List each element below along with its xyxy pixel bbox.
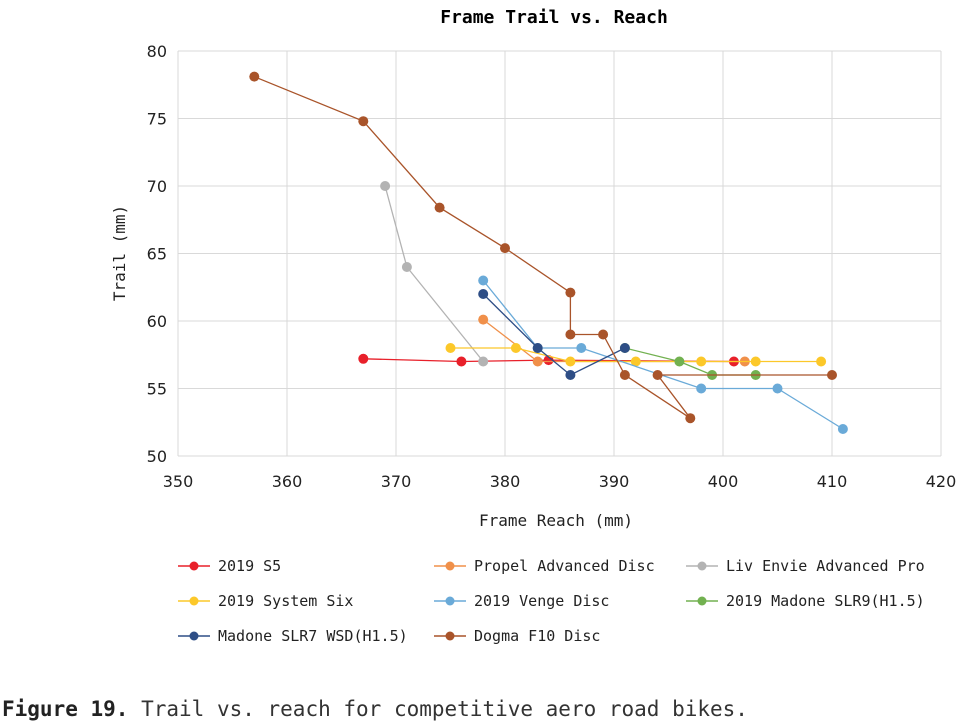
data-point <box>532 356 543 367</box>
data-point <box>565 356 576 367</box>
data-point <box>456 356 467 367</box>
legend-label: 2019 Madone SLR9(H1.5) <box>726 592 925 610</box>
legend-label: 2019 Venge Disc <box>474 592 609 610</box>
data-point <box>532 343 543 353</box>
data-point <box>827 370 837 380</box>
data-point <box>358 353 369 364</box>
legend-marker <box>697 561 707 571</box>
data-point <box>543 355 554 366</box>
data-point <box>478 275 489 286</box>
data-point <box>478 314 489 325</box>
series-line <box>363 358 734 363</box>
data-point <box>565 370 576 380</box>
data-point <box>685 413 696 424</box>
legend-marker <box>189 631 199 641</box>
y-axis-label: Trail (mm) <box>110 205 129 301</box>
series-line <box>384 185 484 362</box>
series-2019-s5 <box>358 353 739 367</box>
legend-marker <box>697 596 707 606</box>
series-2019-venge-disc <box>478 275 848 434</box>
y-tick-label: 75 <box>147 110 167 129</box>
x-axis-label: Frame Reach (mm) <box>479 511 633 530</box>
x-tick-label: 370 <box>381 472 412 491</box>
legend-item: Liv Envie Advanced Pro <box>686 557 925 575</box>
axis-tick-labels: 350 360 370 380 390 400 410 420 50 55 60 65 70 75 80 <box>147 42 957 491</box>
series-madone-slr7-wsd-h1-5 <box>478 289 630 380</box>
y-tick-label: 55 <box>147 380 167 399</box>
data-point <box>434 202 445 213</box>
legend-label: Liv Envie Advanced Pro <box>726 557 925 575</box>
caption-label: Figure 19. <box>2 697 129 721</box>
chart-title: Frame Trail vs. Reach <box>440 7 668 28</box>
data-point <box>576 343 587 353</box>
x-tick-label: 410 <box>817 472 848 491</box>
data-point <box>630 356 641 367</box>
grid-lines <box>177 50 942 457</box>
legend-item: Madone SLR7 WSD(H1.5) <box>178 627 408 645</box>
data-point <box>837 424 848 434</box>
y-tick-label: 80 <box>147 42 167 61</box>
data-point <box>565 287 576 298</box>
data-point <box>380 181 391 191</box>
legend-marker <box>445 631 455 641</box>
legend-label: 2019 System Six <box>218 592 353 610</box>
series-line <box>482 293 626 376</box>
y-tick-label: 65 <box>147 245 167 264</box>
data-point <box>358 116 369 127</box>
y-tick-label: 70 <box>147 177 167 196</box>
data-point <box>750 356 761 367</box>
legend-item: 2019 System Six <box>178 592 353 610</box>
y-tick-label: 60 <box>147 312 167 331</box>
legend-label: Dogma F10 Disc <box>474 627 600 645</box>
series-line <box>254 76 832 419</box>
x-tick-label: 380 <box>490 472 521 491</box>
legend-label: Propel Advanced Disc <box>474 557 655 575</box>
legend-item: Dogma F10 Disc <box>434 627 600 645</box>
legend-item: Propel Advanced Disc <box>434 557 655 575</box>
legend-label: Madone SLR7 WSD(H1.5) <box>218 627 408 645</box>
data-point <box>500 243 510 254</box>
legend-marker <box>445 596 455 606</box>
legend-label: 2019 S5 <box>218 557 281 575</box>
x-tick-label: 360 <box>272 472 303 491</box>
data-point <box>652 370 663 380</box>
caption-text: Trail vs. reach for competitive aero roa… <box>128 697 748 721</box>
trail-vs-reach-chart: Frame Trail vs. Reach 350 360 370 380 390 400… <box>110 7 957 645</box>
data-point <box>816 356 827 367</box>
data-point <box>674 356 685 367</box>
data-point <box>696 356 707 367</box>
data-point <box>772 383 783 394</box>
data-point <box>598 329 609 340</box>
x-tick-label: 420 <box>926 472 957 491</box>
data-point <box>478 289 489 299</box>
data-point <box>510 343 521 353</box>
legend-marker <box>189 596 199 606</box>
legend-marker <box>445 561 455 571</box>
data-point <box>249 71 260 82</box>
legend-item: 2019 Venge Disc <box>434 592 609 610</box>
series-liv-envie-advanced-pro <box>380 181 489 367</box>
x-tick-label: 350 <box>163 472 194 491</box>
data-point <box>401 262 412 272</box>
series-2019-system-six <box>445 343 827 367</box>
legend-item: 2019 S5 <box>178 557 281 575</box>
data-point <box>619 343 630 353</box>
legend-item: 2019 Madone SLR9(H1.5) <box>686 592 925 610</box>
data-point <box>565 329 576 340</box>
data-point <box>445 343 456 353</box>
data-point <box>478 356 489 367</box>
y-tick-label: 50 <box>147 447 167 466</box>
series-dogma-f10-disc <box>249 71 837 424</box>
data-point <box>696 383 707 394</box>
data-point <box>619 370 630 380</box>
x-tick-label: 400 <box>708 472 739 491</box>
legend: 2019 S5 Propel Advanced Disc Liv Envie Adv… <box>178 557 925 645</box>
x-tick-label: 390 <box>599 472 630 491</box>
data-series <box>249 71 848 434</box>
figure-caption: Figure 19. Trail vs. reach for competiti… <box>2 697 748 721</box>
legend-marker <box>189 561 199 571</box>
series-line <box>482 280 844 430</box>
